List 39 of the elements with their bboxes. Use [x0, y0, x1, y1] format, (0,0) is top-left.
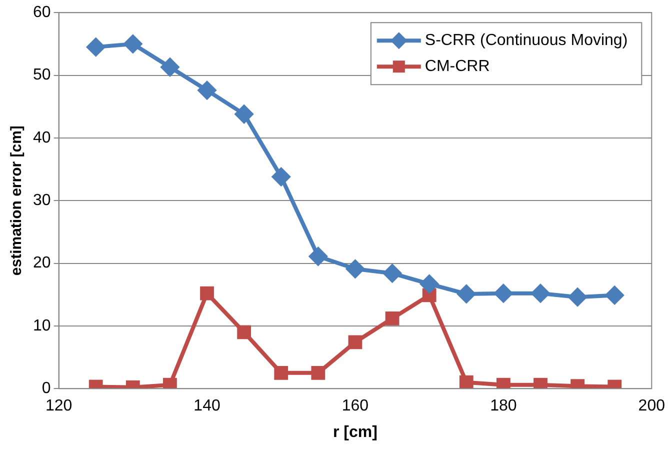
- x-axis-title: r [cm]: [333, 424, 378, 441]
- point: [235, 105, 254, 124]
- point: [531, 284, 550, 302]
- x-tick-label: 180: [490, 398, 517, 415]
- point: [494, 284, 512, 302]
- point: [606, 286, 624, 304]
- point: [237, 325, 252, 340]
- point: [346, 260, 364, 278]
- point: [385, 311, 400, 326]
- y-tick-label: 0: [42, 380, 51, 398]
- point: [198, 81, 216, 100]
- point: [311, 366, 326, 380]
- point: [200, 286, 214, 300]
- point: [86, 38, 105, 56]
- point: [309, 247, 328, 266]
- point: [348, 335, 362, 350]
- y-tick-label: 60: [33, 4, 51, 22]
- point: [272, 168, 290, 186]
- y-tick-label: 20: [33, 254, 51, 272]
- point: [457, 284, 476, 303]
- point: [274, 366, 288, 380]
- x-tick-label: 140: [194, 398, 220, 415]
- point: [459, 375, 474, 389]
- point: [383, 264, 402, 282]
- y-tick-label: 40: [33, 129, 51, 146]
- y-axis-title: estimation error [cm]: [8, 126, 26, 276]
- point: [422, 288, 436, 302]
- x-tick-label: 200: [638, 398, 666, 415]
- legend-label: S-CRR (Continuous Moving): [424, 32, 628, 50]
- y-tick-label: 10: [33, 317, 51, 334]
- point: [160, 58, 179, 76]
- y-tick-label: 30: [33, 192, 51, 210]
- legend-label: CM-CRR: [424, 58, 490, 76]
- point: [420, 274, 438, 293]
- x-tick-label: 160: [342, 398, 369, 415]
- point: [124, 34, 142, 53]
- point: [568, 288, 587, 306]
- y-tick-label: 50: [33, 66, 51, 84]
- x-tick-label: 120: [45, 398, 72, 415]
